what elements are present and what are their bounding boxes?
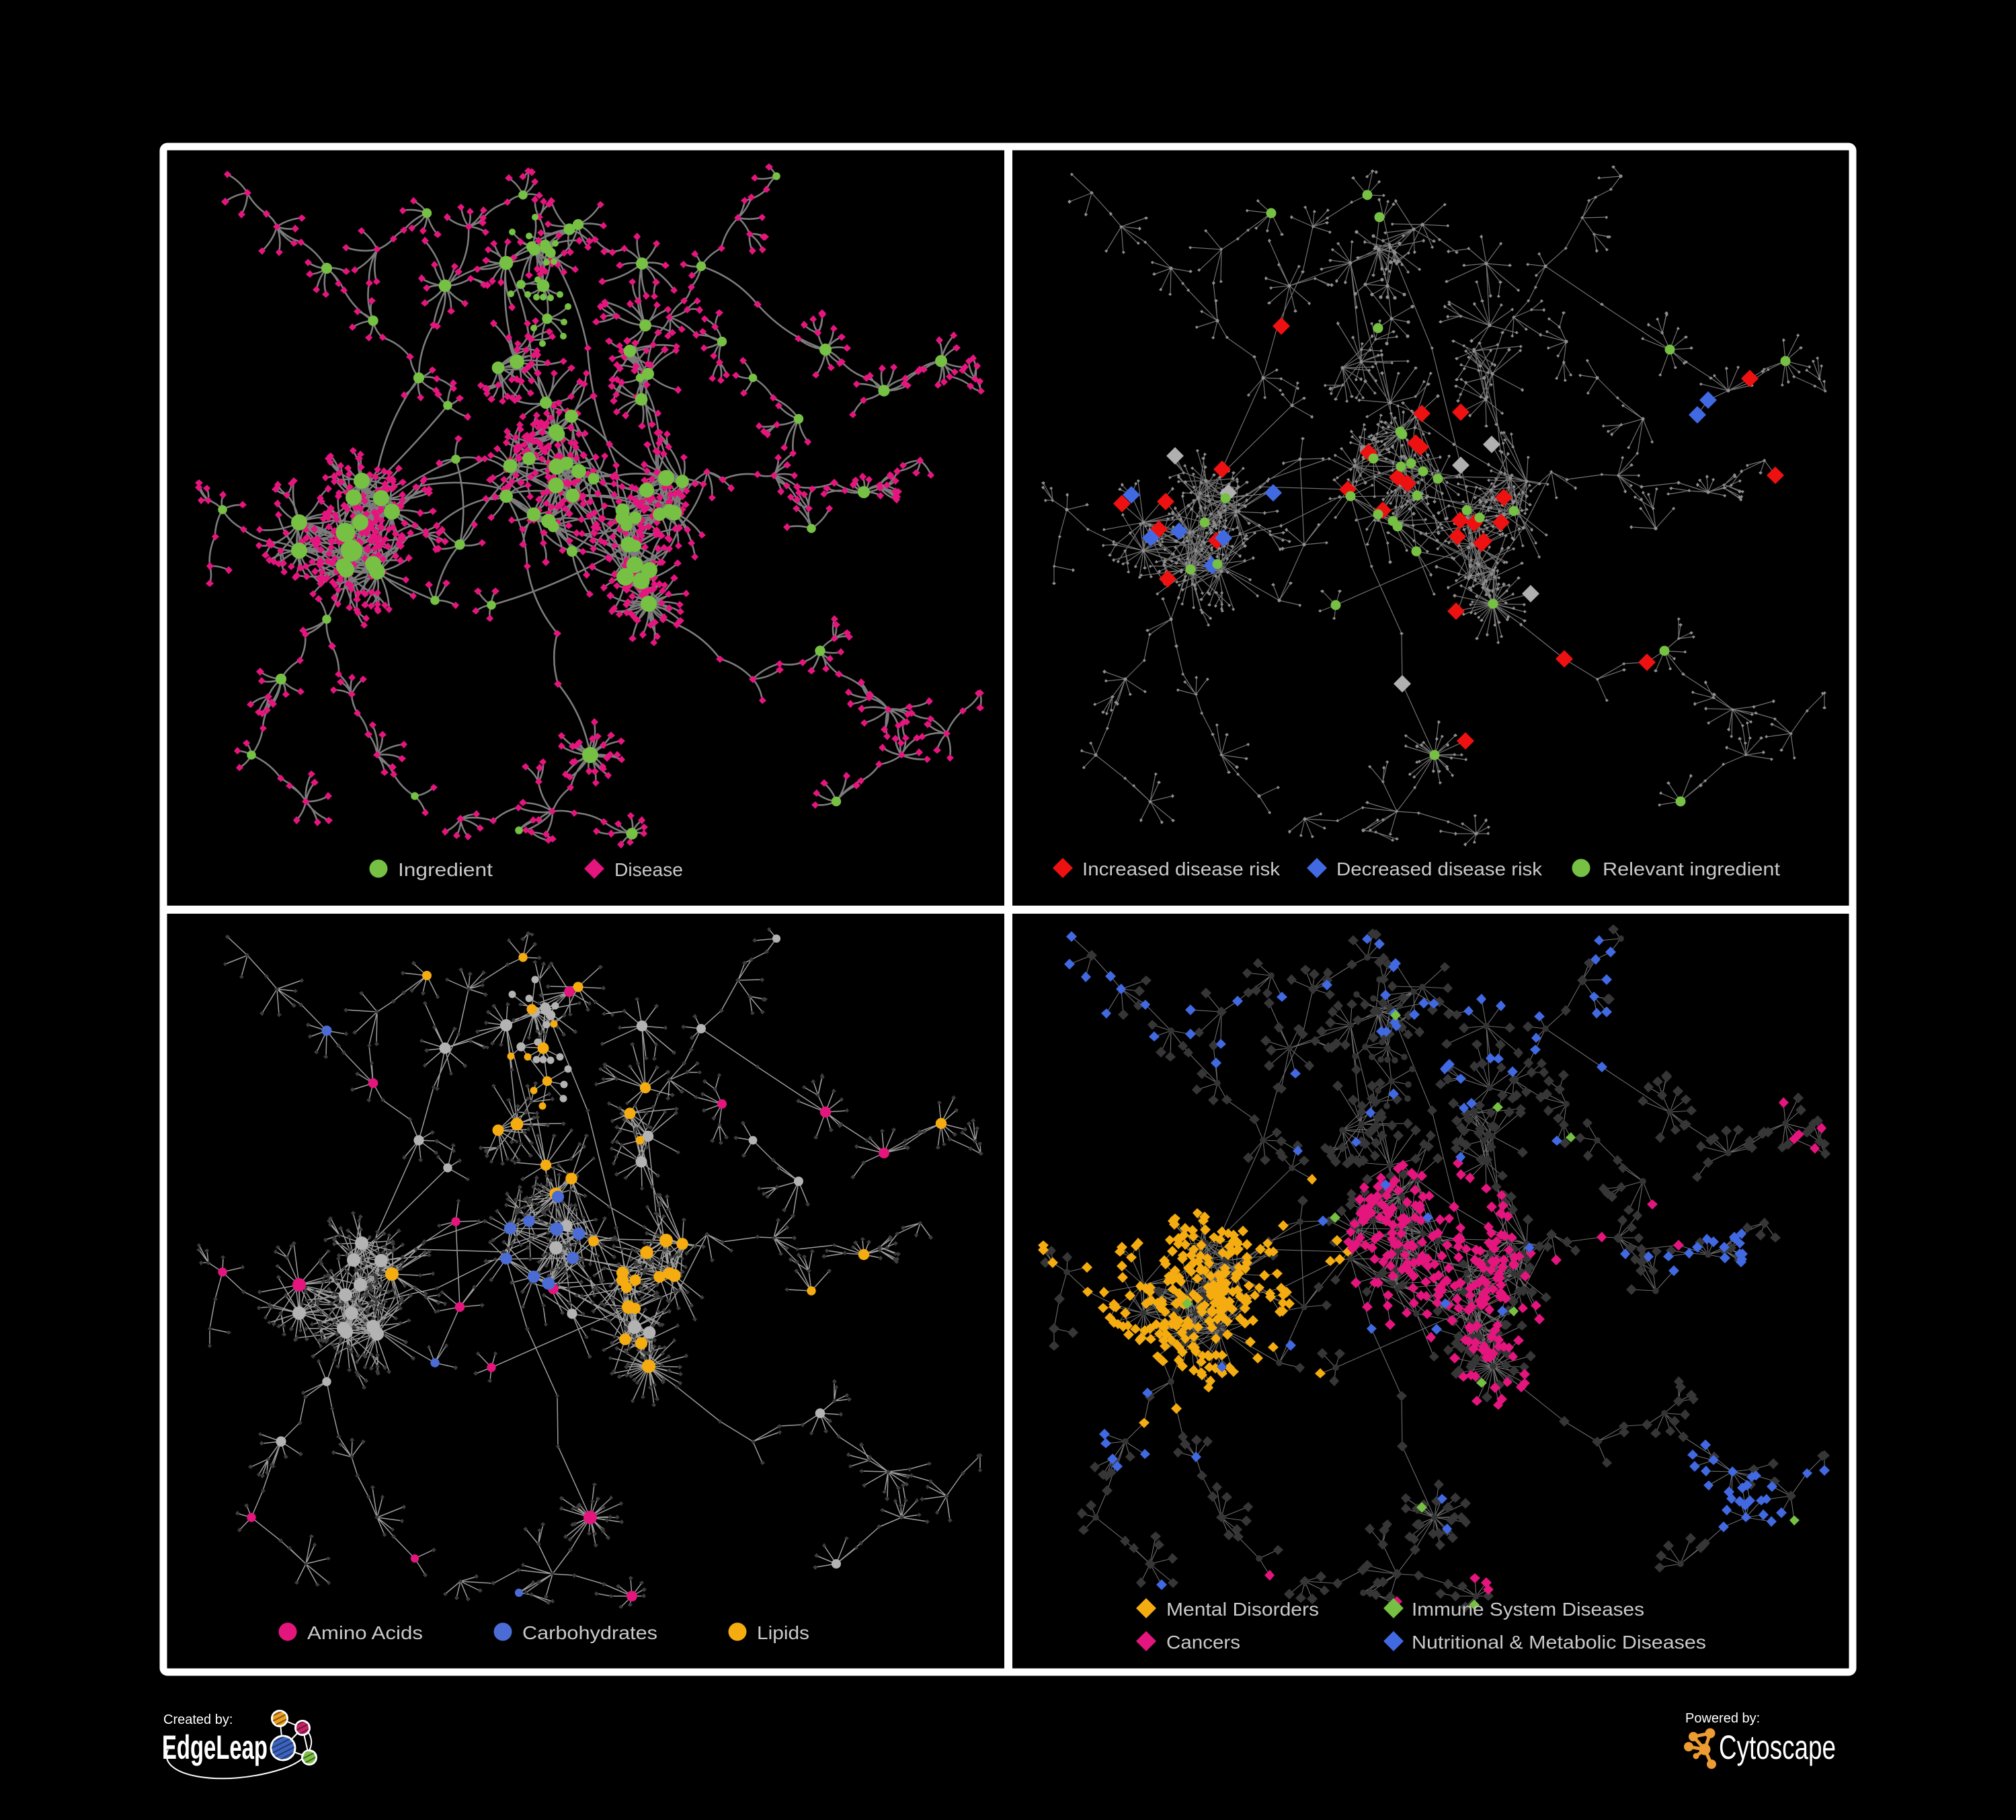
svg-text:Relevant ingredient: Relevant ingredient [1603,859,1780,879]
svg-text:Powered by:: Powered by: [1685,1711,1760,1726]
svg-text:Nutritional & Metabolic Diseas: Nutritional & Metabolic Diseases [1412,1632,1706,1653]
svg-text:Immune System Diseases: Immune System Diseases [1412,1599,1644,1620]
svg-text:Cancers: Cancers [1166,1632,1240,1653]
svg-text:Decreased disease risk: Decreased disease risk [1336,859,1543,879]
svg-text:Ingredient: Ingredient [398,859,493,880]
svg-text:Amino Acids: Amino Acids [307,1622,423,1643]
svg-text:Lipids: Lipids [757,1622,809,1643]
svg-text:Cytoscape: Cytoscape [1719,1729,1836,1766]
svg-text:Created by:: Created by: [163,1712,233,1727]
svg-text:Mental Disorders: Mental Disorders [1166,1599,1319,1620]
svg-text:Carbohydrates: Carbohydrates [522,1622,657,1643]
svg-text:Disease: Disease [614,859,683,880]
svg-text:EdgeLeap: EdgeLeap [162,1729,268,1766]
svg-text:Increased disease risk: Increased disease risk [1082,859,1281,879]
